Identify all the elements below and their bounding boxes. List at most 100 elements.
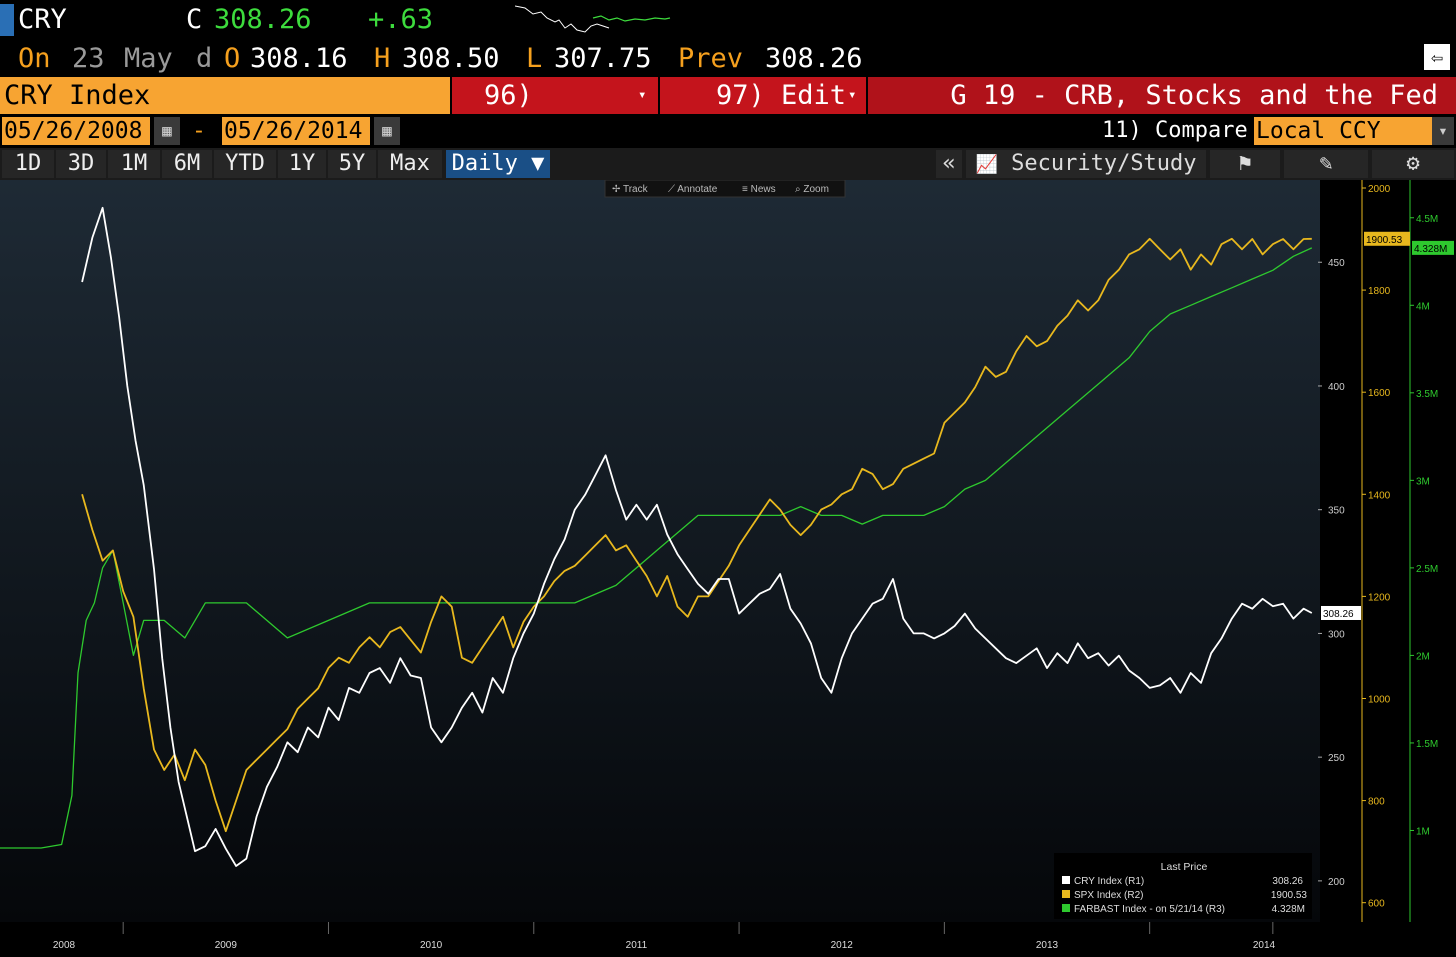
tick-label-r3: 4.5M — [1416, 214, 1438, 225]
tick-label-r1: 200 — [1328, 877, 1345, 888]
legend-swatch-farbast — [1062, 904, 1070, 912]
legend-entry-spx: SPX Index (R2) — [1074, 890, 1143, 901]
security-study-label: Security/Study — [1011, 151, 1197, 176]
triangle-down-icon: ▼ — [531, 151, 545, 176]
tick-label-r2: 600 — [1368, 899, 1385, 910]
series-layer — [0, 206, 1313, 867]
tick-label-r3: 2M — [1416, 651, 1430, 662]
tab-3d[interactable]: 3D — [56, 150, 106, 178]
back-arrow-icon[interactable]: ⇦ — [1424, 44, 1450, 70]
currency-select[interactable]: Local CCY — [1254, 117, 1432, 145]
legend-entry-farbast: FARBAST Index - on 5/21/14 (R3) — [1074, 904, 1225, 915]
date-range-bar: 05/26/2008 ▦ - 05/26/2014 ▦ 11) Compare … — [0, 114, 1456, 148]
x-tick-label: 2013 — [1036, 940, 1059, 951]
d-label: d — [196, 43, 213, 74]
high-label: H — [374, 43, 391, 74]
legend-value-spx: 1900.53 — [1271, 890, 1308, 901]
tick-label-r2: 2000 — [1368, 184, 1391, 195]
x-axis-panel — [0, 922, 1456, 953]
on-label: On — [18, 43, 51, 74]
chart-line-icon: 📈 — [975, 154, 998, 175]
legend-title: Last Price — [1161, 861, 1208, 873]
open-label: O — [224, 43, 241, 74]
prev-label: Prev — [678, 43, 744, 74]
axes-layer: 200 250 300 350 400 450 600 800 1000 1200 1400 1600… — [53, 180, 1454, 951]
period-toolbar: 1D 3D 1M 6M YTD 1Y 5Y Max Daily ▼ « 📈 Se… — [0, 148, 1456, 180]
annotate-tool[interactable]: ⟋ Annotate — [668, 184, 718, 195]
close-label: C — [186, 4, 203, 35]
tick-label-r3: 3.5M — [1416, 389, 1438, 400]
edit-menu[interactable]: 97) Edit ▾ — [660, 77, 866, 114]
compare-button[interactable]: 11) Compare — [1102, 118, 1248, 143]
security-study-button[interactable]: 📈 Security/Study — [966, 150, 1206, 178]
x-tick-label: 2011 — [626, 940, 648, 951]
calendar-icon[interactable]: ▦ — [374, 117, 400, 145]
series-line-cry — [81, 206, 1313, 867]
x-tick-label: 2014 — [1253, 940, 1276, 951]
svg-text:4.328M: 4.328M — [1414, 244, 1447, 255]
tab-max[interactable]: Max — [378, 150, 442, 178]
tick-label-r2: 800 — [1368, 797, 1385, 808]
tick-label-r2: 1000 — [1368, 694, 1391, 705]
collapse-button[interactable]: « — [936, 150, 962, 178]
tab-1m[interactable]: 1M — [108, 150, 160, 178]
legend-value-cry: 308.26 — [1272, 876, 1303, 887]
tab-1d[interactable]: 1D — [2, 150, 54, 178]
ticker-symbol: CRY — [18, 4, 67, 35]
legend: Last Price CRY Index (R1) 308.26 SPX Ind… — [1054, 853, 1312, 919]
low-label: L — [526, 43, 543, 74]
low-value: 307.75 — [554, 43, 652, 74]
start-date-input[interactable]: 05/26/2008 — [2, 117, 150, 145]
ohlc-line: On 23 May d O 308.16 H 308.50 L 307.75 P… — [0, 40, 1456, 77]
open-value: 308.16 — [250, 43, 348, 74]
tick-label-r2: 1400 — [1368, 490, 1391, 501]
legend-entry-cry: CRY Index (R1) — [1074, 876, 1144, 887]
high-value: 308.50 — [402, 43, 500, 74]
legend-box — [1054, 853, 1312, 919]
chart-title-bar: G 19 - CRB, Stocks and the Fed — [868, 77, 1456, 114]
chevron-down-icon[interactable]: ▾ — [1432, 117, 1454, 145]
last-label-farbast: 4.328M — [1412, 240, 1454, 255]
security-name[interactable]: CRY Index — [0, 77, 450, 114]
news-tool[interactable]: ≡ News — [742, 184, 776, 195]
tab-5y[interactable]: 5Y — [328, 150, 376, 178]
tick-label-r3: 1.5M — [1416, 739, 1438, 750]
ticker-marker — [0, 4, 14, 36]
tick-label-r2: 1600 — [1368, 388, 1391, 399]
price-chart[interactable]: ✢ Track ⟋ Annotate ≡ News ⌕ Zoom 200 250 3… — [0, 179, 1456, 953]
quote-header: CRY C 308.26 +.63 — [0, 0, 1456, 40]
track-tool[interactable]: ✢ Track — [612, 184, 649, 195]
calendar-icon[interactable]: ▦ — [154, 117, 180, 145]
x-tick-label: 2010 — [420, 940, 443, 951]
frequency-label: Daily — [451, 151, 518, 176]
prev-value: 308.26 — [765, 43, 863, 74]
svg-text:1900.53: 1900.53 — [1366, 235, 1403, 246]
tab-1y[interactable]: 1Y — [278, 150, 326, 178]
svg-text:308.26: 308.26 — [1323, 609, 1354, 620]
gear-icon[interactable]: ⚙ — [1372, 150, 1454, 178]
axis-panel — [1320, 180, 1456, 953]
chart-title: G 19 - CRB, Stocks and the Fed — [950, 80, 1438, 111]
tick-label-r1: 250 — [1328, 753, 1345, 764]
plot-background — [0, 180, 1320, 922]
x-tick-label: 2009 — [215, 940, 238, 951]
last-label-spx: 1900.53 — [1364, 231, 1410, 246]
flag-icon[interactable]: ⚑ — [1210, 150, 1280, 178]
draw-icon[interactable]: ✎ — [1284, 150, 1368, 178]
tick-label-r3: 2.5M — [1416, 564, 1438, 575]
frequency-select[interactable]: Daily ▼ — [446, 150, 550, 178]
chart-toolbar: ✢ Track ⟋ Annotate ≡ News ⌕ Zoom — [604, 179, 846, 198]
tab-6m[interactable]: 6M — [162, 150, 212, 178]
tab-ytd[interactable]: YTD — [214, 150, 276, 178]
tick-label-r1: 400 — [1328, 382, 1345, 393]
date-dash: - — [192, 118, 206, 144]
chart-area[interactable]: ✢ Track ⟋ Annotate ≡ News ⌕ Zoom 200 250 3… — [0, 179, 1456, 953]
change-value: +.63 — [368, 4, 434, 35]
actions-menu[interactable]: 96) Actions ▾ — [452, 77, 658, 148]
x-tick-label: 2012 — [831, 940, 854, 951]
tick-label-r2: 1200 — [1368, 592, 1391, 603]
date-day: 23 — [72, 43, 105, 74]
zoom-tool[interactable]: ⌕ Zoom — [795, 184, 829, 195]
series-line-spx — [81, 237, 1312, 833]
end-date-input[interactable]: 05/26/2014 — [222, 117, 370, 145]
